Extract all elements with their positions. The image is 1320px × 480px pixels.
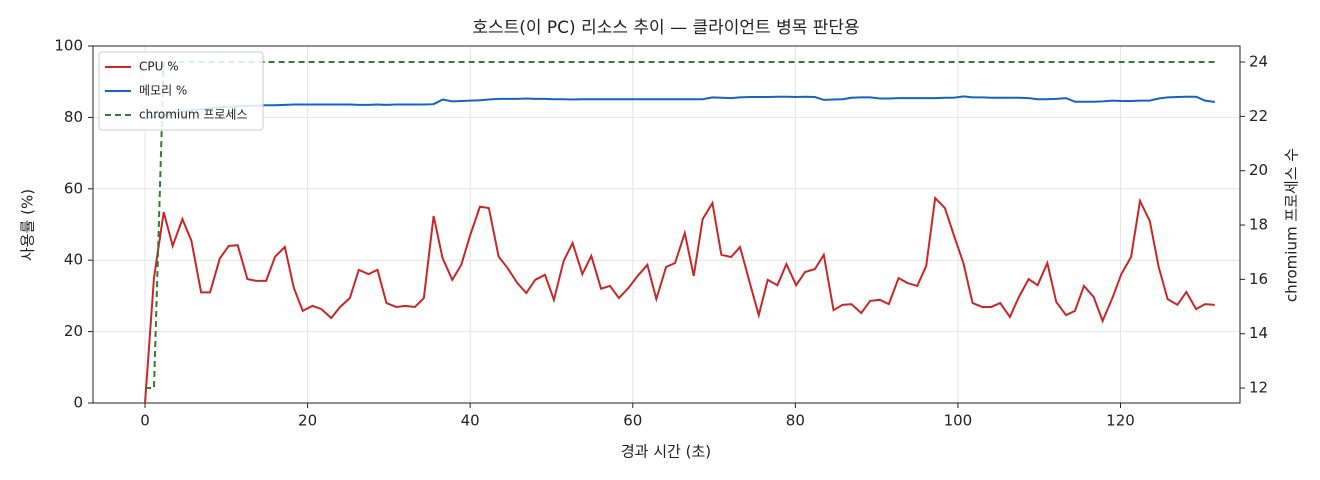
legend-label: CPU %: [139, 60, 179, 74]
y-tick-label: 80: [64, 108, 83, 126]
chart-title: 호스트(이 PC) 리소스 추이 — 클라이언트 병목 판단용: [472, 18, 859, 38]
legend-box: [98, 51, 264, 131]
x-tick-label: 60: [623, 412, 642, 430]
x-tick-label: 80: [786, 412, 805, 430]
x-axis-label: 경과 시간 (초): [621, 443, 711, 461]
legend-label: chromium 프로세스: [139, 108, 248, 122]
y-tick-label: 60: [64, 179, 83, 197]
data-line: [144, 195, 1215, 404]
x-tick-label: 100: [944, 412, 973, 430]
y-tick-label: 0: [73, 394, 83, 412]
y-tick-label: 100: [54, 37, 83, 55]
y2-axis-label: chromium 프로세스 수: [1283, 148, 1301, 302]
x-tick-label: 20: [298, 412, 317, 430]
y-axis-label: 사용률 (%): [19, 189, 37, 261]
y-tick-label: 40: [64, 251, 83, 269]
y2-tick-label: 12: [1249, 379, 1268, 397]
plot-frame: [92, 45, 1241, 404]
y2-tick-label: 18: [1249, 216, 1268, 234]
x-tick-label: 0: [140, 412, 150, 430]
legend-label: 메모리 %: [139, 84, 187, 98]
y2-tick-label: 16: [1249, 270, 1268, 288]
y2-tick-label: 20: [1249, 161, 1268, 179]
y2-tick-label: 14: [1249, 324, 1268, 342]
data-line: [144, 95, 1215, 120]
data-line: [145, 61, 1215, 390]
y2-tick-label: 22: [1249, 107, 1268, 125]
y-tick-label: 20: [64, 322, 83, 340]
x-tick-label: 120: [1106, 412, 1135, 430]
y2-tick-label: 24: [1249, 53, 1268, 71]
x-tick-label: 40: [461, 412, 480, 430]
